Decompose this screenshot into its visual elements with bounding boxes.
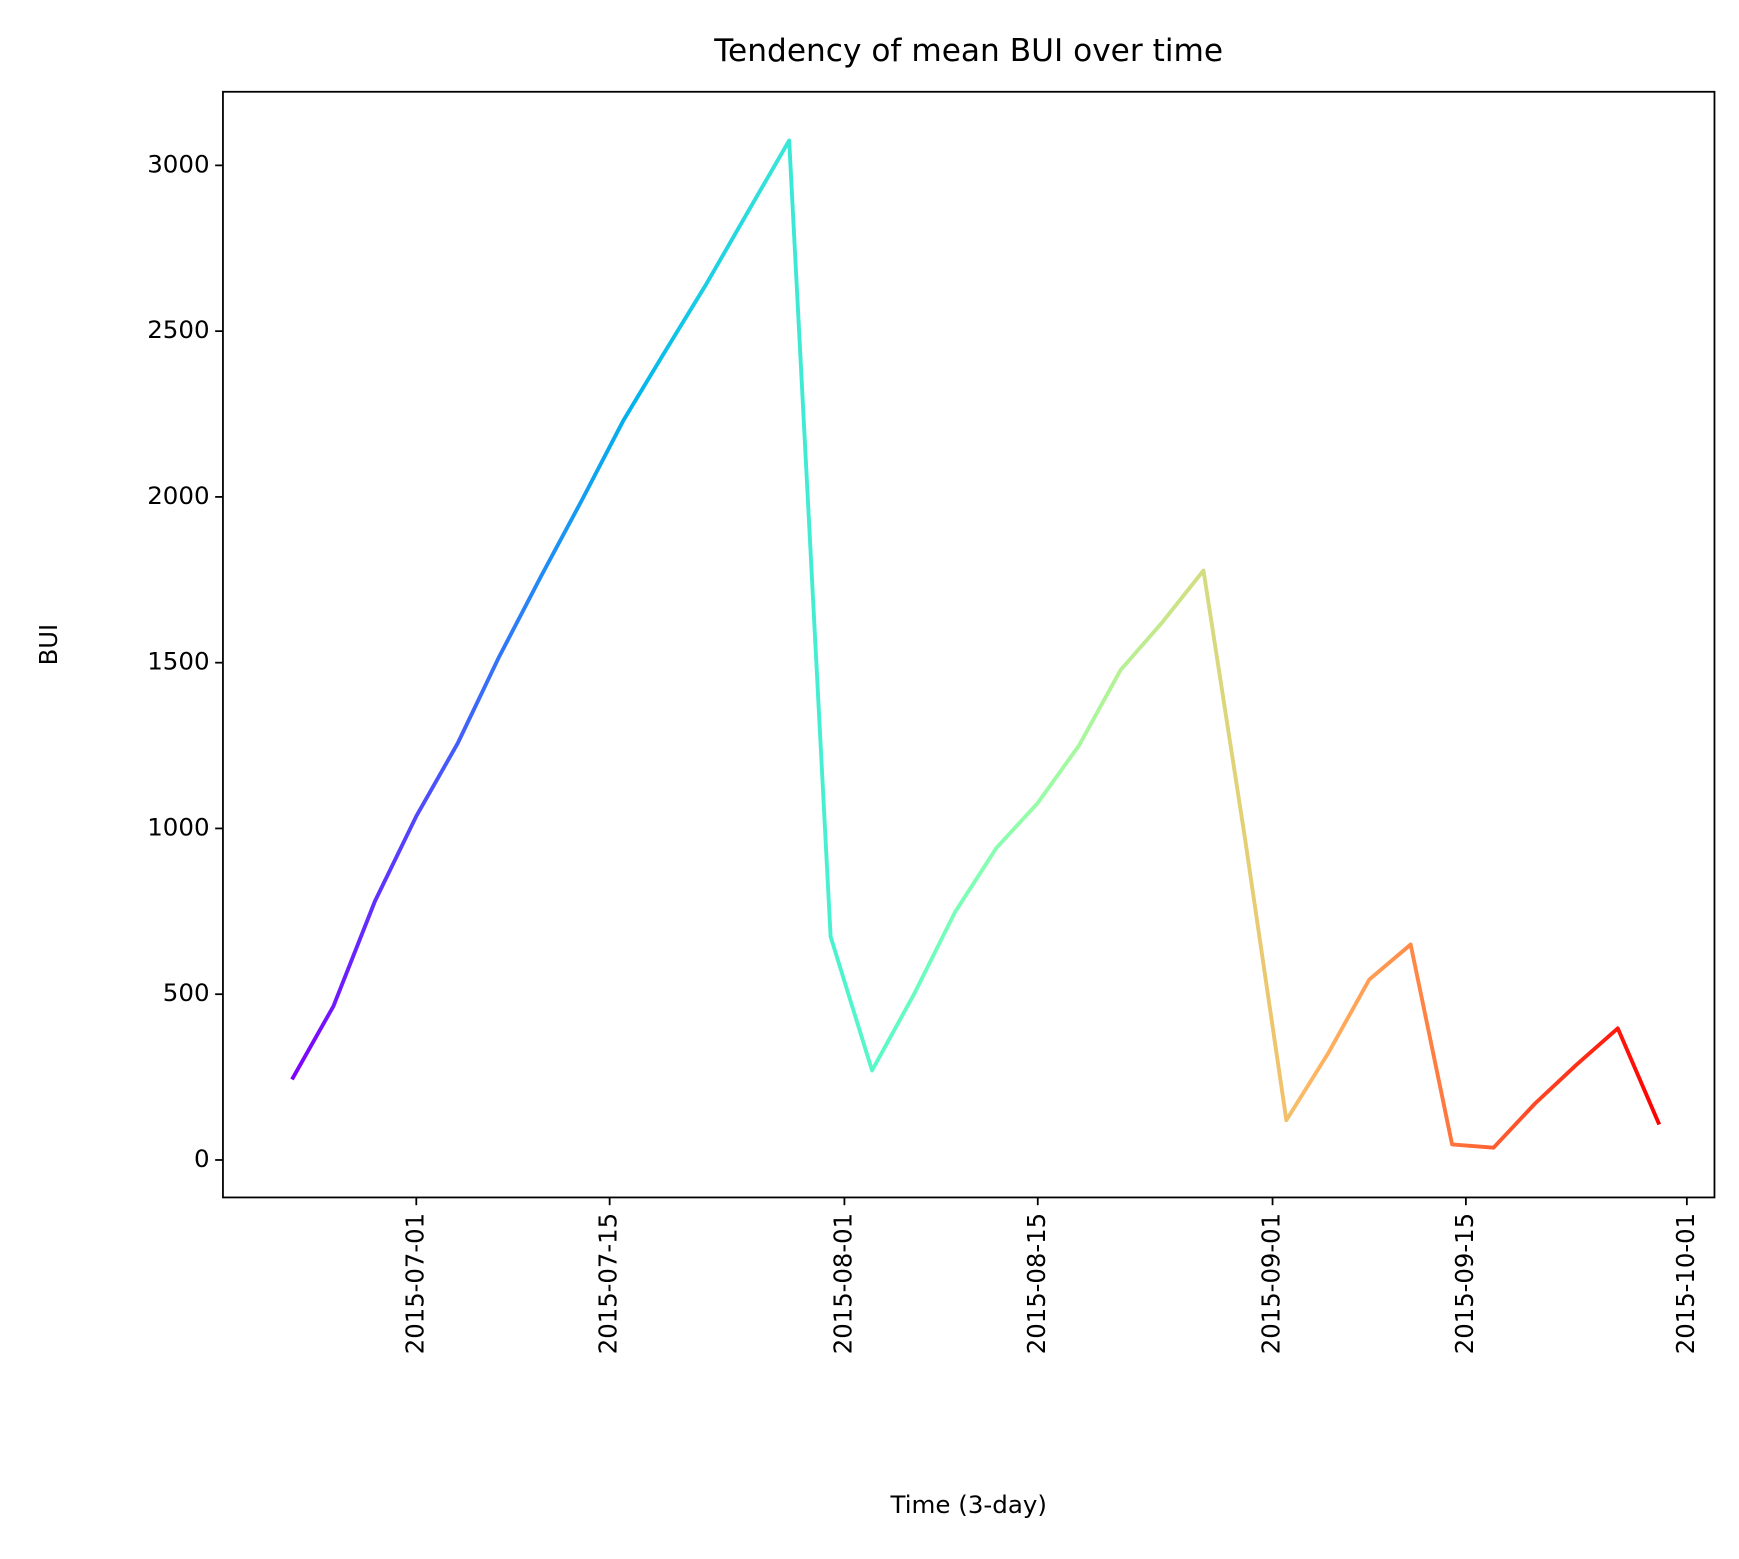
data-line [290, 138, 1662, 1150]
y-tick-label: 1500 [147, 647, 209, 676]
x-tick-label: 2015-09-01 [1256, 1213, 1285, 1354]
x-axis-label: Time (3-day) [890, 1490, 1047, 1519]
x-tick-label: 2015-08-15 [1022, 1213, 1051, 1354]
y-axis-label: BUI [34, 624, 63, 666]
y-tick-label: 2000 [147, 481, 209, 510]
x-tick-label: 2015-10-01 [1671, 1213, 1700, 1354]
x-tick-label: 2015-07-01 [400, 1213, 429, 1354]
y-tick-label: 0 [194, 1144, 210, 1173]
x-tick-label: 2015-09-15 [1450, 1213, 1479, 1354]
y-tick-label: 500 [163, 978, 210, 1007]
y-tick-label: 3000 [147, 149, 209, 178]
y-tick-label: 1000 [147, 813, 209, 842]
plot-frame [222, 90, 1716, 1199]
x-tick-label: 2015-08-01 [828, 1213, 857, 1354]
y-tick-label: 2500 [147, 315, 209, 344]
x-tick-label: 2015-07-15 [594, 1213, 623, 1354]
chart-title: Tendency of mean BUI over time [713, 33, 1223, 69]
